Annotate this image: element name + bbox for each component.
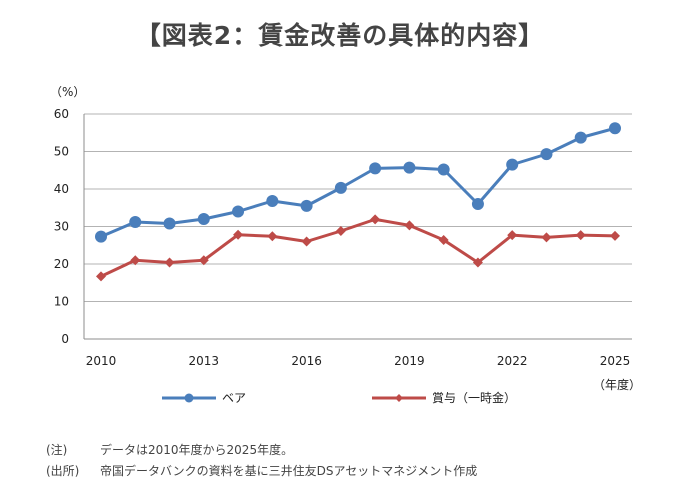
x-tick-label: 2016 xyxy=(291,354,322,368)
data-point xyxy=(609,122,621,135)
series-line-1 xyxy=(100,126,616,239)
data-point xyxy=(438,235,449,245)
data-point xyxy=(266,195,279,207)
data-point xyxy=(370,214,381,225)
data-point xyxy=(300,199,313,212)
y-tick-label: 60 xyxy=(54,107,69,121)
x-tick-label: 2019 xyxy=(394,354,425,368)
source-text: 帝国データバンクの資料を基に三井住友DSアセットマネジメント作成 xyxy=(100,464,478,478)
data-point xyxy=(130,255,141,266)
data-point xyxy=(404,220,415,231)
data-point xyxy=(471,198,484,210)
data-point xyxy=(507,230,518,241)
data-point xyxy=(540,148,553,161)
data-point xyxy=(96,271,106,282)
note-text: データは2010年度から2025年度。 xyxy=(100,443,294,457)
data-point xyxy=(267,231,278,242)
data-point xyxy=(506,158,519,171)
data-point xyxy=(574,131,587,144)
axes xyxy=(83,114,632,340)
source-line: (出所) 帝国データバンクの資料を基に三井住友DSアセットマネジメント作成 xyxy=(46,462,477,479)
legend-marker xyxy=(184,393,194,403)
y-tick-label: 40 xyxy=(54,182,69,196)
note-line: (注) データは2010年度から2025年度。 xyxy=(46,441,293,458)
tick-labels: 0 10 20 30 40 50 60 2010 2013 2016 2019 2022 2025 （%）… xyxy=(50,85,641,392)
data-point xyxy=(301,236,312,247)
legend-label: 賞与（一時金） xyxy=(432,390,516,405)
y-tick-label: 30 xyxy=(54,220,69,234)
y-tick-label: 10 xyxy=(54,295,69,309)
legend: ベア 賞与（一時金） xyxy=(162,390,516,405)
data-point xyxy=(129,216,142,228)
data-point xyxy=(403,161,416,174)
data-point xyxy=(334,181,347,194)
y-tick-label: 20 xyxy=(54,257,69,271)
series-layer xyxy=(95,122,621,282)
data-point xyxy=(369,162,382,175)
data-point xyxy=(335,226,346,236)
data-point xyxy=(95,230,107,243)
y-tick-label: 50 xyxy=(54,145,69,159)
note-label: (注) xyxy=(46,443,68,457)
data-point xyxy=(472,257,483,268)
legend-marker xyxy=(395,394,403,402)
data-point xyxy=(541,232,552,243)
data-point xyxy=(198,255,209,266)
source-label: (出所) xyxy=(46,464,80,478)
series-line-2 xyxy=(100,217,616,278)
data-point xyxy=(233,229,244,240)
data-point xyxy=(232,205,245,218)
y-tick-label: 0 xyxy=(61,332,69,346)
data-point xyxy=(197,213,210,225)
x-tick-label: 2025 xyxy=(600,354,631,368)
x-axis-label: （年度） xyxy=(593,377,641,392)
x-tick-label: 2010 xyxy=(86,354,117,368)
gridlines xyxy=(84,113,632,302)
legend-label: ベア xyxy=(222,391,246,405)
y-axis-label: （%） xyxy=(50,85,85,99)
chart-title: 【図表2：賃金改善の具体的内容】 xyxy=(135,21,545,50)
data-point xyxy=(164,257,175,268)
data-point xyxy=(610,230,620,241)
data-point xyxy=(437,163,450,176)
x-tick-label: 2022 xyxy=(497,354,528,368)
x-tick-label: 2013 xyxy=(189,354,220,368)
data-point xyxy=(163,217,176,230)
data-point xyxy=(575,230,586,241)
